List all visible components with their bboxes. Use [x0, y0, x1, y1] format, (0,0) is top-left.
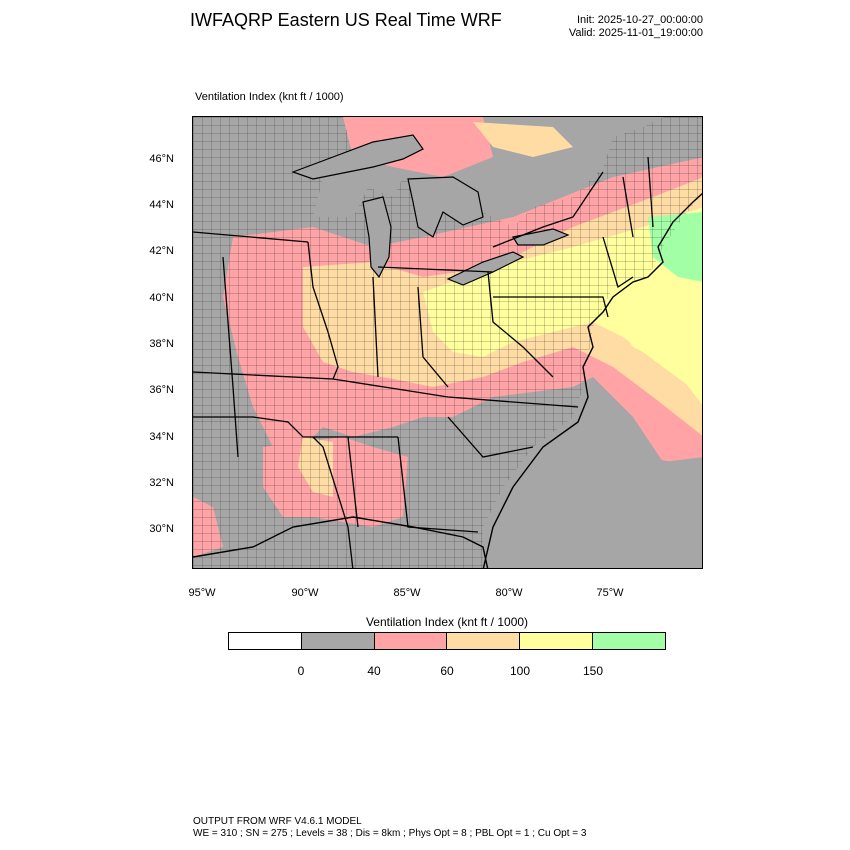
init-time: Init: 2025-10-27_00:00:00 — [577, 14, 703, 26]
colorbar-tick-40: 40 — [367, 664, 381, 678]
lake-superior — [291, 134, 424, 180]
map-svg — [193, 117, 702, 568]
colorbar — [228, 632, 666, 650]
lake-erie — [446, 251, 525, 286]
colorbar-swatch-0 — [229, 633, 302, 649]
lat-label-46: 46°N — [149, 153, 174, 165]
footer-config: WE = 310 ; SN = 275 ; Levels = 38 ; Dis … — [193, 828, 587, 839]
colorbar-swatch-3 — [447, 633, 521, 649]
lat-label-34: 34°N — [149, 431, 174, 443]
colorbar-tick-60: 60 — [440, 664, 454, 678]
valid-time: Valid: 2025-11-01_19:00:00 — [568, 27, 703, 39]
colorbar-tick-100: 100 — [509, 664, 531, 678]
footer-model: OUTPUT FROM WRF V4.6.1 MODEL — [193, 816, 362, 827]
colorbar-swatch-5 — [593, 633, 665, 649]
chart-title: IWFAQRP Eastern US Real Time WRF — [190, 10, 502, 30]
coastline — [193, 192, 702, 568]
lon-label-75: 75°W — [596, 587, 624, 599]
lake-huron — [407, 176, 484, 238]
field-label: Ventilation Index (knt ft / 1000) — [195, 91, 344, 103]
colorbar-swatch-4 — [520, 633, 594, 649]
colorbar-swatch-1 — [301, 633, 375, 649]
colorbar-tick-150: 150 — [582, 664, 604, 678]
lat-label-44: 44°N — [149, 199, 174, 211]
colorbar-tick-0: 0 — [297, 664, 305, 678]
county-lines — [193, 117, 702, 568]
lat-label-30: 30°N — [149, 523, 174, 535]
lake-ontario — [512, 228, 570, 246]
lat-label-36: 36°N — [149, 384, 174, 396]
colorbar-swatch-2 — [374, 633, 448, 649]
map-panel — [192, 116, 703, 569]
lat-label-42: 42°N — [149, 245, 174, 257]
lat-label-38: 38°N — [149, 338, 174, 350]
lon-label-80: 80°W — [495, 587, 523, 599]
lon-label-95: 95°W — [188, 587, 216, 599]
field-orange-north — [473, 122, 573, 157]
lat-label-40: 40°N — [149, 292, 174, 304]
lat-label-32: 32°N — [149, 477, 174, 489]
lon-label-90: 90°W — [291, 587, 319, 599]
field-yellow-ocean — [613, 297, 702, 405]
state-borders — [193, 156, 654, 568]
lon-label-85: 85°W — [393, 587, 421, 599]
colorbar-title: Ventilation Index (knt ft / 1000) — [365, 615, 529, 629]
